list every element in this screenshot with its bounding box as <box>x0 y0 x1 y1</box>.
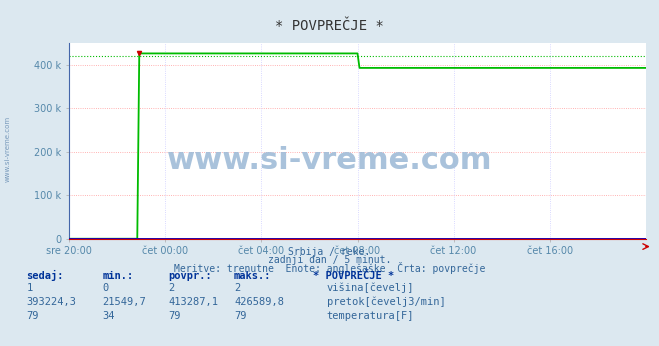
Text: 2: 2 <box>234 283 240 293</box>
Text: višina[čevelj]: višina[čevelj] <box>327 283 415 293</box>
Text: min.:: min.: <box>102 271 133 281</box>
Text: 34: 34 <box>102 311 115 321</box>
Text: * POVPREČJE *: * POVPREČJE * <box>275 19 384 33</box>
Text: pretok[čevelj3/min]: pretok[čevelj3/min] <box>327 297 445 307</box>
Text: 0: 0 <box>102 283 108 293</box>
Text: Meritve: trenutne  Enote: anglešaške  Črta: povprečje: Meritve: trenutne Enote: anglešaške Črta… <box>174 262 485 274</box>
Text: 79: 79 <box>234 311 246 321</box>
Text: www.si-vreme.com: www.si-vreme.com <box>167 146 492 175</box>
Text: sedaj:: sedaj: <box>26 270 64 281</box>
Text: 426589,8: 426589,8 <box>234 297 284 307</box>
Text: 79: 79 <box>26 311 39 321</box>
Text: 1: 1 <box>26 283 32 293</box>
Text: povpr.:: povpr.: <box>168 271 212 281</box>
Text: 21549,7: 21549,7 <box>102 297 146 307</box>
Text: 393224,3: 393224,3 <box>26 297 76 307</box>
Text: maks.:: maks.: <box>234 271 272 281</box>
Text: zadnji dan / 5 minut.: zadnji dan / 5 minut. <box>268 255 391 265</box>
Text: 413287,1: 413287,1 <box>168 297 218 307</box>
Text: 2: 2 <box>168 283 174 293</box>
Text: Srbija / reke.: Srbija / reke. <box>289 247 370 257</box>
Text: temperatura[F]: temperatura[F] <box>327 311 415 321</box>
Text: * POVPREČJE *: * POVPREČJE * <box>313 271 394 281</box>
Text: www.si-vreme.com: www.si-vreme.com <box>5 116 11 182</box>
Text: 79: 79 <box>168 311 181 321</box>
